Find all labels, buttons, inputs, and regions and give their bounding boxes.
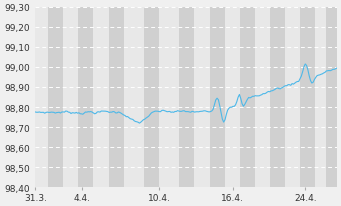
Bar xyxy=(240,8,255,187)
Bar xyxy=(78,8,93,187)
Bar xyxy=(109,8,124,187)
Bar xyxy=(300,8,315,187)
Bar xyxy=(209,8,225,187)
Bar xyxy=(179,8,194,187)
Bar xyxy=(144,8,159,187)
Bar xyxy=(270,8,285,187)
Bar xyxy=(326,8,341,187)
Bar xyxy=(48,8,63,187)
